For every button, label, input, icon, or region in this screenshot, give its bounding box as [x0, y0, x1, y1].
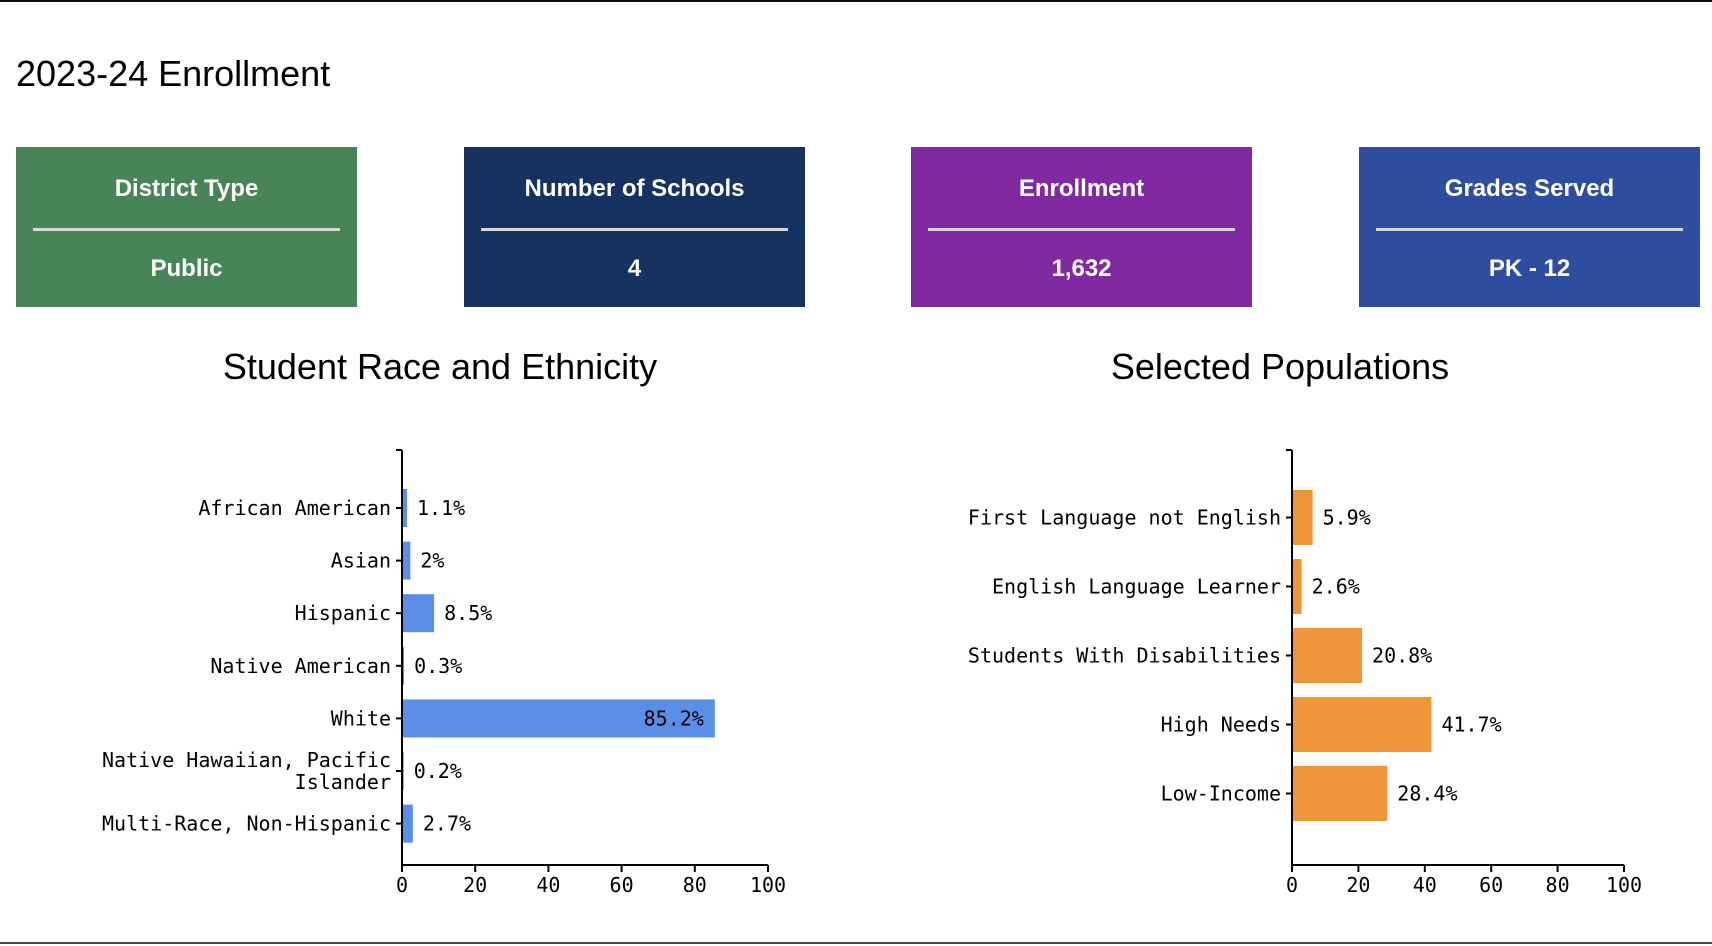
x-tick-label: 60: [610, 873, 634, 897]
category-label-students-with-disabilities: Students With Disabilities: [968, 644, 1281, 668]
value-label-first-language-not-english: 5.9%: [1323, 506, 1371, 530]
category-label-native-hawaiian-pacific-islander: Native Hawaiian, Pacific Islander: [102, 748, 391, 794]
bottom-divider: [0, 942, 1712, 944]
x-tick-label: 80: [683, 873, 707, 897]
card-divider: [481, 228, 788, 231]
district-type-card: District Type Public: [16, 147, 357, 307]
bar-students-with-disabilities: [1293, 628, 1363, 683]
category-label-multi-race-non-hispanic: Multi-Race, Non-Hispanic: [102, 812, 391, 836]
x-tick-label: 100: [750, 873, 786, 897]
x-tick-label: 20: [463, 873, 487, 897]
grades-served-card: Grades Served PK - 12: [1359, 147, 1700, 307]
top-divider: [0, 0, 1712, 2]
bar-native-hawaiian-pacific-islander: [403, 752, 404, 790]
category-label-asian: Asian: [331, 549, 391, 573]
x-tick-label: 0: [1286, 873, 1298, 897]
number-of-schools-value: 4: [627, 255, 642, 282]
bar-native-american: [403, 646, 405, 685]
category-label-white: White: [331, 706, 391, 730]
value-label-native-american: 0.3%: [414, 654, 462, 678]
category-label-high-needs: High Needs: [1161, 713, 1281, 737]
bar-first-language-not-english: [1293, 490, 1313, 545]
number-of-schools-label: Number of Schools: [524, 175, 745, 202]
page-title: 2023-24 Enrollment: [16, 53, 331, 94]
category-label-hispanic: Hispanic: [295, 601, 391, 625]
value-label-students-with-disabilities: 20.8%: [1372, 644, 1432, 668]
bar-white: [403, 699, 715, 738]
summary-cards: District Type Public Number of Schools 4…: [16, 147, 1700, 307]
value-label-multi-race-non-hispanic: 2.7%: [423, 812, 471, 836]
x-tick-label: 0: [396, 873, 408, 897]
value-label-white: 85.2%: [644, 706, 704, 730]
card-divider: [1376, 228, 1683, 231]
district-type-label: District Type: [114, 175, 259, 202]
bar-multi-race-non-hispanic: [403, 804, 413, 843]
enrollment-card: Enrollment 1,632: [911, 147, 1252, 307]
category-label-african-american: African American: [198, 496, 391, 520]
bar-low-income: [1293, 766, 1388, 821]
enrollment-value: 1,632: [1051, 255, 1112, 282]
category-label-low-income: Low-Income: [1161, 782, 1281, 806]
district-type-value: Public: [150, 255, 223, 282]
category-label-english-language-learner: English Language Learner: [992, 575, 1281, 599]
bar-asian: [403, 541, 411, 580]
value-label-native-hawaiian-pacific-islander: 0.2%: [414, 759, 462, 783]
x-tick-label: 40: [1413, 873, 1437, 897]
x-tick-label: 100: [1606, 873, 1642, 897]
enrollment-label: Enrollment: [1018, 175, 1145, 202]
x-tick-label: 20: [1346, 873, 1370, 897]
grades-served-value: PK - 12: [1488, 255, 1571, 282]
number-of-schools-card: Number of Schools 4: [464, 147, 805, 307]
value-label-high-needs: 41.7%: [1441, 713, 1501, 737]
category-label-native-american: Native American: [210, 654, 391, 678]
value-label-african-american: 1.1%: [417, 496, 465, 520]
race-ethnicity-chart-title: Student Race and Ethnicity: [222, 346, 658, 387]
x-tick-label: 60: [1479, 873, 1503, 897]
card-divider: [33, 228, 340, 231]
bar-high-needs: [1293, 697, 1432, 752]
bar-english-language-learner: [1293, 559, 1302, 614]
card-divider: [928, 228, 1235, 231]
race-ethnicity-chart: 0 20 40 60 80 100 African American 1.1% Asian 2% H…: [102, 449, 786, 897]
selected-populations-chart-title: Selected Populations: [1110, 346, 1450, 387]
grades-served-label: Grades Served: [1444, 175, 1615, 202]
value-label-asian: 2%: [420, 549, 444, 573]
bar-hispanic: [403, 594, 435, 633]
bar-african-american: [403, 489, 408, 527]
x-tick-label: 80: [1546, 873, 1570, 897]
value-label-english-language-learner: 2.6%: [1312, 575, 1360, 599]
selected-populations-chart: 0 20 40 60 80 100 First Language not English 5.…: [968, 449, 1642, 897]
value-label-hispanic: 8.5%: [444, 601, 492, 625]
x-tick-label: 40: [536, 873, 560, 897]
category-label-first-language-not-english: First Language not English: [968, 506, 1281, 530]
value-label-low-income: 28.4%: [1397, 782, 1457, 806]
